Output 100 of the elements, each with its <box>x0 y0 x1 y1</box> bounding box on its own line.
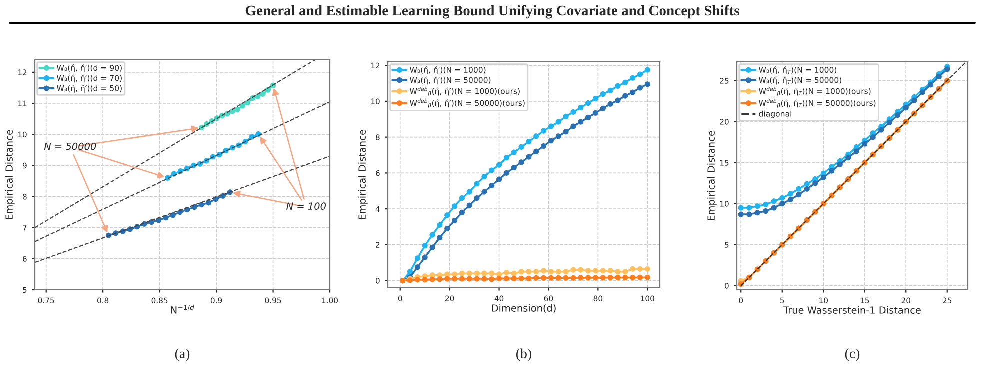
point <box>586 268 592 274</box>
point <box>496 176 502 182</box>
point <box>630 275 636 281</box>
point <box>837 162 843 168</box>
point <box>474 196 480 202</box>
point <box>570 124 576 130</box>
point <box>746 205 752 211</box>
point <box>518 144 524 150</box>
point <box>466 189 472 195</box>
point <box>644 67 650 73</box>
point <box>630 75 636 81</box>
point <box>586 100 592 106</box>
point <box>615 83 621 89</box>
point <box>796 186 802 192</box>
point <box>771 205 777 211</box>
point <box>234 106 240 113</box>
point <box>622 275 628 281</box>
point <box>474 270 480 276</box>
point <box>459 270 465 276</box>
point <box>541 144 547 150</box>
point <box>466 270 472 276</box>
point <box>804 181 810 187</box>
point <box>244 100 251 106</box>
point <box>578 119 584 125</box>
point <box>518 160 524 166</box>
point <box>518 276 524 282</box>
point <box>754 210 760 216</box>
point <box>489 276 495 282</box>
point <box>754 204 760 210</box>
point <box>518 269 524 275</box>
point <box>489 182 495 189</box>
point <box>541 275 547 281</box>
point <box>444 272 450 278</box>
point <box>482 270 488 276</box>
point <box>746 212 752 218</box>
point <box>422 254 428 260</box>
point <box>780 201 786 207</box>
point <box>622 269 628 275</box>
point <box>541 128 547 134</box>
point <box>437 276 443 282</box>
point <box>928 82 934 88</box>
point <box>206 200 212 206</box>
point <box>563 114 569 120</box>
text: (b) <box>516 348 532 362</box>
point <box>452 218 458 224</box>
point <box>548 275 554 281</box>
point <box>422 277 428 283</box>
point <box>459 196 465 202</box>
point <box>637 85 643 91</box>
point <box>482 276 488 282</box>
point <box>608 101 614 107</box>
point <box>796 192 802 198</box>
point <box>482 189 488 195</box>
point <box>644 82 650 88</box>
point <box>592 268 598 274</box>
point <box>920 90 926 96</box>
y-axis-title: Empirical Distance <box>5 130 15 220</box>
point <box>630 90 636 96</box>
point <box>570 109 576 115</box>
point <box>771 198 777 204</box>
x-axis-title: True Wasserstein-1 Distance <box>784 306 921 314</box>
point <box>644 274 650 280</box>
point <box>444 212 450 218</box>
point <box>459 276 465 282</box>
point <box>763 208 769 214</box>
point <box>504 170 510 176</box>
point <box>600 275 606 281</box>
point <box>600 268 606 274</box>
point <box>548 269 554 275</box>
point <box>437 235 443 241</box>
point <box>644 266 650 272</box>
x-axis-title: Dimension(d) <box>492 304 556 314</box>
point <box>895 112 901 118</box>
point <box>637 274 643 280</box>
point <box>586 114 592 120</box>
point <box>608 275 614 281</box>
point <box>489 168 495 174</box>
point <box>526 154 532 160</box>
point <box>430 244 436 250</box>
point <box>630 266 636 272</box>
point <box>466 276 472 282</box>
point <box>608 268 614 274</box>
point <box>637 266 643 272</box>
point <box>414 256 420 262</box>
point <box>474 181 480 187</box>
point <box>198 202 204 208</box>
point <box>504 270 510 276</box>
point <box>622 80 628 86</box>
point <box>578 104 584 111</box>
point <box>615 98 621 104</box>
point <box>407 269 414 275</box>
point <box>556 275 562 281</box>
text: (a) <box>175 348 190 362</box>
point <box>622 93 628 99</box>
point <box>556 119 562 125</box>
point <box>563 129 569 135</box>
point <box>780 195 786 201</box>
point <box>482 174 488 180</box>
point <box>812 180 818 186</box>
annotation: N = 100 <box>286 202 326 210</box>
